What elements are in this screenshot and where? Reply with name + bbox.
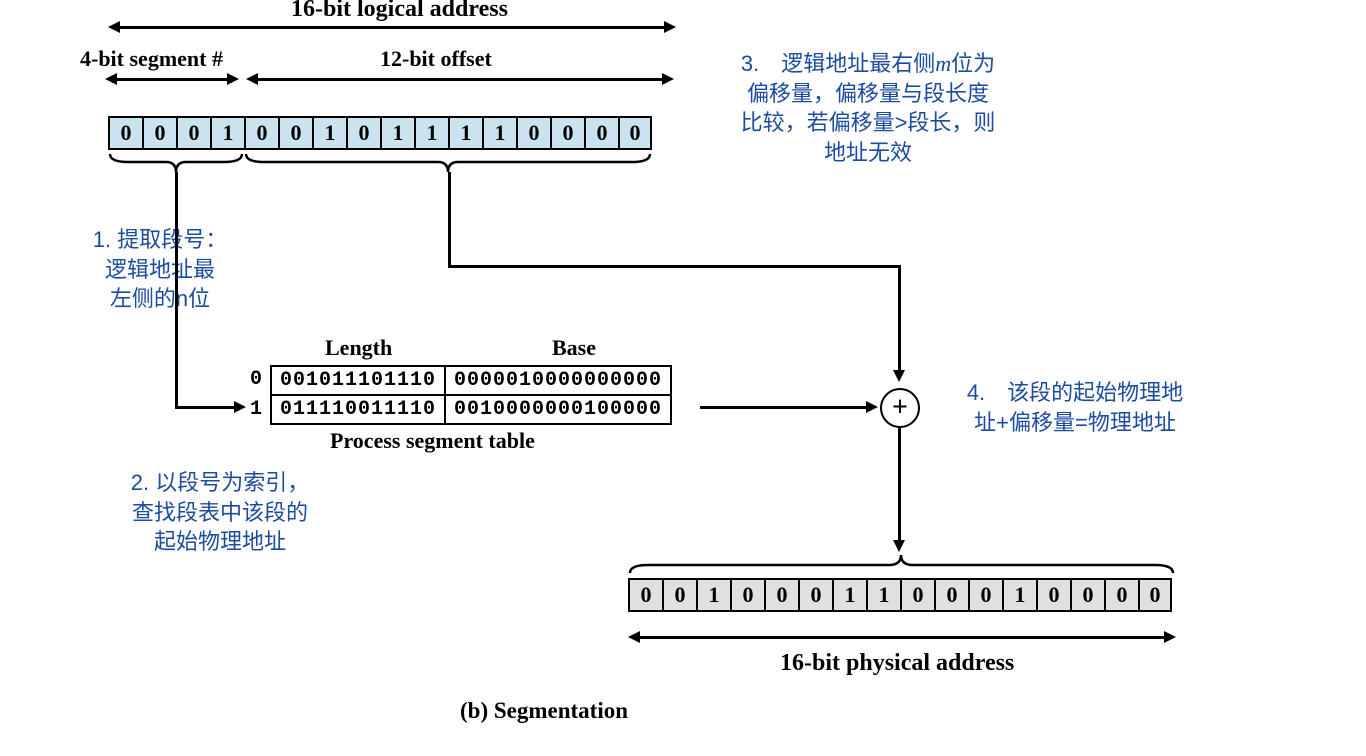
phys-arrow-right [1164, 631, 1176, 643]
bit-cell: 0 [764, 578, 798, 612]
top-arrow-line [120, 26, 664, 29]
a2-line1: 2. 以段号为索引， [131, 470, 309, 495]
row-label-0: 0 [250, 368, 262, 391]
base-to-adder [700, 406, 866, 409]
bit-cell: 1 [832, 578, 866, 612]
offset-h [448, 265, 898, 268]
a2-line2: 查找段表中该段的 [132, 500, 308, 525]
bit-cell: 1 [482, 116, 516, 150]
a1-line1: 1. 提取段号： [93, 227, 227, 252]
bit-cell: 0 [516, 116, 550, 150]
top-arrow-right [664, 21, 676, 33]
offset-label: 12-bit offset [380, 46, 492, 72]
bit-cell: 0 [1070, 578, 1104, 612]
brace-segment [108, 152, 244, 174]
phys-arrow-left [628, 631, 640, 643]
bit-cell: 0 [798, 578, 832, 612]
logical-address-row: 0001001011110000 [108, 116, 652, 150]
bit-cell: 0 [142, 116, 176, 150]
bit-cell: 0 [968, 578, 1002, 612]
bit-cell: 1 [210, 116, 244, 150]
bit-cell: 1 [448, 116, 482, 150]
bit-cell: 0 [550, 116, 584, 150]
a1-line3: 左侧的n位 [110, 286, 210, 311]
offset-head [893, 370, 905, 382]
adder-down [898, 427, 901, 540]
bit-cell: 0 [346, 116, 380, 150]
bit-cell: 0 [1138, 578, 1172, 612]
a3-line2: 偏移量，偏移量与段长度 [747, 81, 989, 106]
a3-m: m [935, 51, 951, 76]
cell-base-1: 0010000000100000 [445, 395, 671, 424]
bit-cell: 0 [278, 116, 312, 150]
table-caption: Process segment table [330, 428, 535, 454]
top-arrow-left [108, 21, 120, 33]
plus-icon: + [892, 392, 908, 424]
base-to-adder-head [866, 401, 878, 413]
table-row: 001011101110 0000010000000000 [271, 366, 671, 395]
phys-title: 16-bit physical address [780, 650, 1014, 677]
brace-physical [628, 553, 1175, 575]
annotation-3: 3. 逻辑地址最右侧m位为 偏移量，偏移量与段长度 比较，若偏移量>段长，则 地… [718, 49, 1018, 168]
seg-label: 4-bit segment # [80, 46, 223, 72]
bit-cell: 1 [380, 116, 414, 150]
a3-suffix: 位为 [951, 51, 995, 76]
seg-arrow-right [227, 73, 239, 85]
adder-down-head [893, 540, 905, 552]
bit-cell: 0 [108, 116, 142, 150]
bit-cell: 0 [662, 578, 696, 612]
phys-arrow-line [640, 636, 1164, 639]
a3-line3: 比较，若偏移量>段长，则 [741, 110, 996, 135]
bit-cell: 0 [584, 116, 618, 150]
bit-cell: 1 [1002, 578, 1036, 612]
process-segment-table: 001011101110 0000010000000000 0111100111… [270, 365, 672, 425]
offset-arrow-left [246, 73, 258, 85]
cell-base-0: 0000010000000000 [445, 366, 671, 395]
bit-cell: 0 [1036, 578, 1070, 612]
offset-v2 [898, 265, 901, 371]
seg-to-table-head [234, 401, 246, 413]
segmentation-diagram: 16-bit logical address 4-bit segment # 1… [0, 0, 1366, 756]
bit-cell: 0 [900, 578, 934, 612]
a4-line2: 址+偏移量=物理地址 [974, 410, 1176, 435]
bit-cell: 0 [934, 578, 968, 612]
physical-address-row: 0010001100010000 [628, 578, 1172, 612]
base-header: Base [552, 335, 596, 361]
bit-cell: 1 [414, 116, 448, 150]
bit-cell: 1 [866, 578, 900, 612]
bit-cell: 0 [628, 578, 662, 612]
bit-cell: 0 [618, 116, 652, 150]
seg-arrow-left [105, 73, 117, 85]
a1-line2: 逻辑地址最 [105, 257, 215, 282]
a3-line4: 地址无效 [824, 140, 912, 165]
offset-v1 [448, 172, 451, 267]
brace-offset [244, 152, 652, 174]
row-label-1: 1 [250, 398, 262, 421]
bit-cell: 0 [1104, 578, 1138, 612]
seg-to-table-h [175, 406, 234, 409]
bit-cell: 1 [312, 116, 346, 150]
cell-length-0: 001011101110 [271, 366, 445, 395]
a4-line1: 4. 该段的起始物理地 [967, 380, 1183, 405]
table-row: 011110011110 0010000000100000 [271, 395, 671, 424]
offset-arrow-line [258, 78, 662, 81]
offset-arrow-right [662, 73, 674, 85]
a2-line3: 起始物理地址 [154, 529, 286, 554]
annotation-2: 2. 以段号为索引， 查找段表中该段的 起始物理地址 [105, 468, 335, 557]
seg-to-table-v [175, 172, 178, 408]
bit-cell: 0 [244, 116, 278, 150]
cell-length-1: 011110011110 [271, 395, 445, 424]
length-header: Length [325, 335, 392, 361]
annotation-4: 4. 该段的起始物理地 址+偏移量=物理地址 [940, 378, 1210, 437]
figure-caption: (b) Segmentation [460, 698, 628, 724]
top-title: 16-bit logical address [285, 0, 514, 23]
seg-arrow-line [117, 78, 227, 81]
bit-cell: 0 [176, 116, 210, 150]
adder-circle: + [880, 388, 920, 428]
annotation-1: 1. 提取段号： 逻辑地址最 左侧的n位 [75, 225, 245, 314]
a3-prefix: 3. 逻辑地址最右侧 [741, 51, 935, 76]
bit-cell: 0 [730, 578, 764, 612]
bit-cell: 1 [696, 578, 730, 612]
